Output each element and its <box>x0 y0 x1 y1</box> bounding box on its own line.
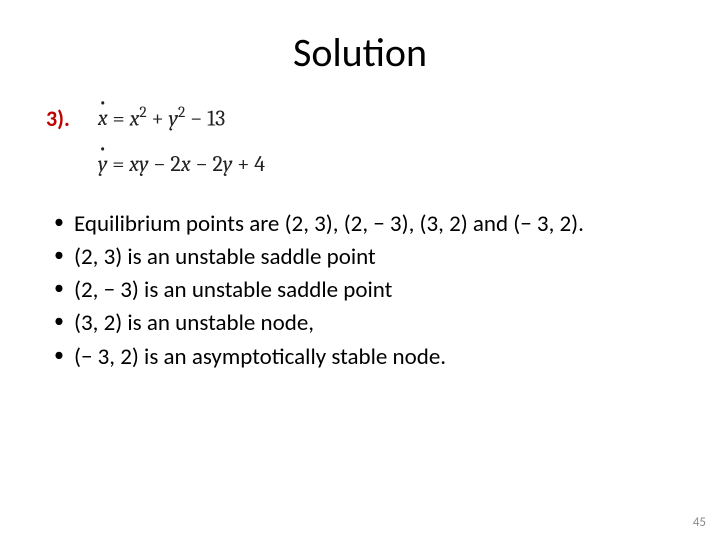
problem-number: 3). <box>46 103 70 132</box>
equations-block: x = x2 + y2 − 13 y = xy − 2x − 2y + 4 <box>98 103 265 177</box>
equation-1: x = x2 + y2 − 13 <box>98 103 265 131</box>
slide-title: Solution <box>46 28 674 77</box>
bullet-list: Equilibrium points are (2, 3), (2, − 3),… <box>50 209 674 372</box>
list-item: (2, − 3) is an unstable saddle point <box>50 275 674 306</box>
list-item: Equilibrium points are (2, 3), (2, − 3),… <box>50 209 674 240</box>
list-item: (− 3, 2) is an asymptotically stable nod… <box>50 342 674 373</box>
list-item: (2, 3) is an unstable saddle point <box>50 242 674 273</box>
problem-row: 3). x = x2 + y2 − 13 y = xy − 2x − 2y + … <box>46 103 674 177</box>
equation-2: y = xy − 2x − 2y + 4 <box>98 151 265 177</box>
page-number: 45 <box>693 515 706 530</box>
list-item: (3, 2) is an unstable node, <box>50 308 674 339</box>
slide: Solution 3). x = x2 + y2 − 13 y = xy − 2… <box>0 0 720 540</box>
